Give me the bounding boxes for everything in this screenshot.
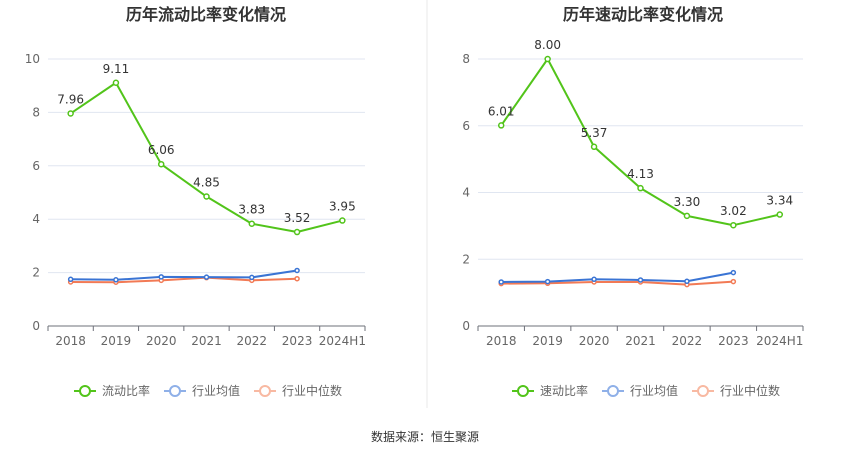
data-point [67, 276, 74, 283]
legend-marker [517, 385, 529, 397]
data-point [113, 277, 119, 283]
data-point [158, 274, 164, 280]
x-tick-label: 2023 [282, 334, 313, 348]
data-point [157, 160, 165, 168]
data-point [294, 275, 300, 282]
data-point [248, 220, 256, 227]
data-label: 7.96 [57, 92, 84, 106]
data-point [730, 278, 737, 285]
data-point [497, 122, 505, 129]
chart-title: 历年流动比率变化情况 [126, 5, 286, 24]
data-source-note: 数据来源：恒生聚源 [370, 430, 479, 444]
legend-label: 流动比率 [102, 383, 150, 398]
legend-marker [169, 385, 181, 397]
data-point [203, 274, 210, 280]
data-point [544, 278, 551, 285]
legend-item: 速动比率 [512, 383, 588, 398]
legend-item: 行业中位数 [692, 383, 780, 398]
series-line [501, 280, 734, 286]
series-line [501, 271, 734, 283]
y-tick-label: 8 [462, 52, 470, 66]
y-tick-label: 6 [32, 159, 40, 173]
data-label: 3.83 [238, 203, 265, 217]
y-tick-label: 6 [462, 119, 470, 133]
data-point [637, 184, 644, 192]
data-point [249, 274, 255, 281]
x-tick-label: 2021 [191, 334, 222, 348]
legend-item: 流动比率 [74, 383, 150, 398]
series-line [500, 58, 781, 227]
data-label: 6.06 [148, 143, 175, 157]
legend-item: 行业均值 [602, 383, 678, 398]
legend-marker [259, 385, 271, 397]
x-tick-label: 2022 [237, 334, 268, 348]
data-point [730, 269, 737, 276]
data-point [294, 267, 300, 274]
data-point [637, 277, 644, 283]
data-label: 4.85 [193, 176, 220, 190]
x-tick-label: 2020 [146, 334, 177, 348]
chart-title: 历年速动比率变化情况 [563, 5, 723, 24]
data-label: 4.13 [627, 167, 654, 181]
data-point [591, 276, 597, 283]
data-point [498, 279, 504, 285]
legend-label: 行业中位数 [720, 383, 780, 398]
x-tick-label: 2024H1 [756, 334, 803, 348]
x-tick-label: 2018 [486, 334, 517, 348]
data-label: 3.30 [674, 195, 701, 209]
series-line [70, 81, 343, 234]
legend-label: 速动比率 [540, 383, 588, 398]
y-tick-label: 4 [462, 186, 470, 200]
x-tick-label: 2019 [101, 334, 132, 348]
x-tick-label: 2024H1 [319, 334, 366, 348]
y-tick-label: 8 [32, 105, 40, 119]
data-point [730, 221, 737, 229]
data-label: 3.52 [284, 211, 311, 225]
y-tick-label: 2 [462, 252, 470, 266]
x-tick-label: 2019 [532, 334, 563, 348]
legend-label: 行业中位数 [282, 383, 342, 398]
chart-panel-1: 历年流动比率变化情况 0 2 4 6 8 10 2018 2019 2020 2021 2022 202… [25, 5, 366, 398]
data-point [293, 228, 301, 236]
data-label: 3.02 [720, 204, 747, 218]
data-point [684, 278, 690, 285]
series-line [70, 276, 298, 284]
x-tick-label: 2020 [579, 334, 610, 348]
x-tick-label: 2023 [718, 334, 749, 348]
data-label: 5.37 [581, 126, 608, 140]
y-tick-label: 0 [32, 319, 40, 333]
data-point [544, 55, 551, 63]
data-point [590, 143, 598, 151]
legend-item: 行业均值 [164, 383, 240, 398]
legend-marker [607, 385, 619, 397]
data-point [339, 217, 346, 224]
x-tick-label: 2018 [55, 334, 86, 348]
data-point [112, 79, 120, 87]
legend-label: 行业均值 [630, 383, 678, 398]
legend-item: 行业中位数 [254, 383, 342, 398]
data-label: 3.34 [766, 194, 793, 208]
y-tick-label: 0 [462, 319, 470, 333]
series-line [70, 269, 298, 281]
y-tick-label: 4 [32, 212, 40, 226]
y-tick-label: 2 [32, 266, 40, 280]
data-label: 6.01 [488, 104, 515, 118]
y-tick-label: 10 [25, 52, 40, 66]
x-tick-label: 2021 [625, 334, 656, 348]
data-point [203, 193, 210, 200]
data-label: 3.95 [329, 200, 356, 214]
legend-marker [79, 385, 91, 397]
data-point [683, 212, 691, 220]
legend-marker [697, 385, 709, 397]
data-label: 9.11 [103, 62, 130, 76]
x-tick-label: 2022 [672, 334, 703, 348]
data-label: 8.00 [534, 38, 561, 52]
data-point [67, 110, 74, 117]
legend-label: 行业均值 [192, 383, 240, 398]
data-point [776, 211, 784, 218]
chart-panel-2: 历年速动比率变化情况 0 2 4 6 8 2018 2019 2020 2021 2022 2023 2… [462, 5, 804, 398]
